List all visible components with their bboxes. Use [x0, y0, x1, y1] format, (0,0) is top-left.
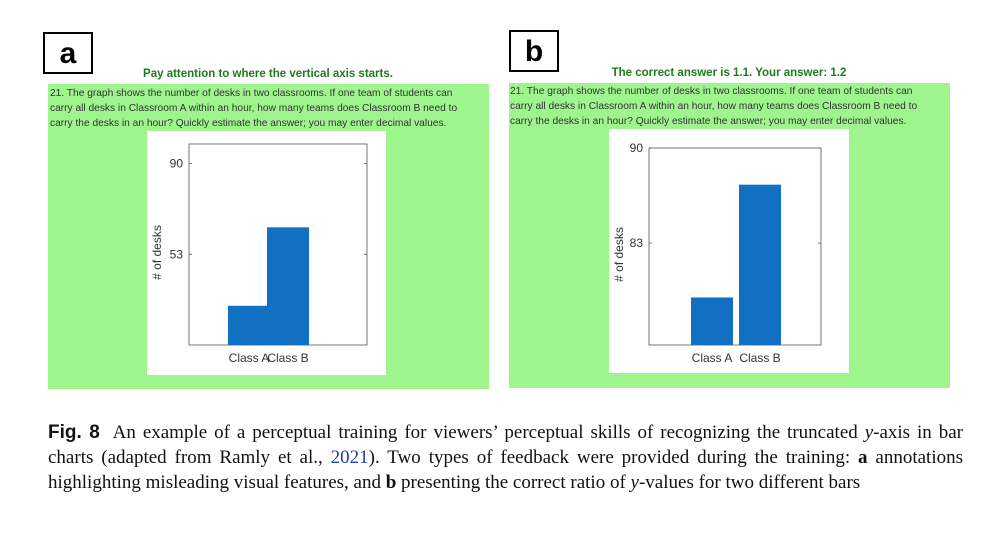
- x-tick-label: Class B: [739, 351, 780, 365]
- bar-class-a: [691, 297, 733, 345]
- question-text-b: 21. The graph shows the number of desks …: [510, 84, 949, 129]
- question-line: carry the desks in an hour? Quickly esti…: [510, 116, 907, 127]
- y-tick-label: 83: [630, 236, 644, 250]
- question-text-a: 21. The graph shows the number of desks …: [50, 86, 488, 131]
- question-line: carry all desks in Classroom A within an…: [510, 101, 918, 112]
- caption-text: -axis in bar charts (adapted from Ramly …: [48, 422, 963, 468]
- caption-text: presenting the correct ratio of: [396, 472, 631, 493]
- bar-class-b: [739, 184, 781, 345]
- y-tick-label: 90: [170, 157, 184, 171]
- y-tick-label: 53: [170, 247, 184, 261]
- caption-text: ). Two types of feedback were provided d…: [368, 447, 858, 468]
- x-tick-label: Class A: [229, 351, 270, 365]
- bar-class-b: [267, 227, 309, 345]
- y-tick-label: 90: [630, 141, 644, 155]
- feedback-a: Pay attention to where the vertical axis…: [143, 68, 393, 80]
- y-axis-title: # of desks: [150, 225, 164, 280]
- question-line: 21. The graph shows the number of desks …: [510, 86, 913, 97]
- caption-text: annotations highlighting misleading visu…: [48, 447, 963, 493]
- chart-a: 53 90 Class A Class B # of desks: [147, 131, 386, 375]
- citation-link[interactable]: 2021: [330, 447, 369, 468]
- bar-class-a: [228, 305, 270, 345]
- caption-text: An example of a perceptual training for …: [112, 422, 865, 443]
- plot-area: [648, 147, 822, 346]
- question-line: carry all desks in Classroom A within an…: [50, 103, 458, 114]
- panel-label-a: a: [43, 32, 93, 74]
- caption-y-italic: y: [630, 472, 639, 493]
- caption-bold-a: a: [858, 447, 868, 468]
- caption-text: -values for two different bars: [638, 472, 861, 493]
- figure-label: Fig. 8: [48, 422, 100, 443]
- panel-label-b: b: [509, 30, 559, 72]
- caption-bold-b: b: [385, 472, 397, 493]
- chart-b: 83 90 Class A Class B # of desks: [609, 129, 849, 373]
- bar-chart-b: 83 90 Class A Class B # of desks: [612, 141, 822, 365]
- question-line: carry the desks in an hour? Quickly esti…: [50, 118, 447, 129]
- caption-y-italic: y: [864, 422, 874, 443]
- x-tick-label: Class B: [267, 351, 308, 365]
- feedback-b: The correct answer is 1.1. Your answer: …: [611, 67, 847, 79]
- x-tick-label: Class A: [692, 351, 733, 365]
- figure-caption: Fig. 8 An example of a perceptual traini…: [48, 420, 963, 495]
- y-axis-title: # of desks: [612, 227, 626, 282]
- question-line: 21. The graph shows the number of desks …: [50, 88, 453, 99]
